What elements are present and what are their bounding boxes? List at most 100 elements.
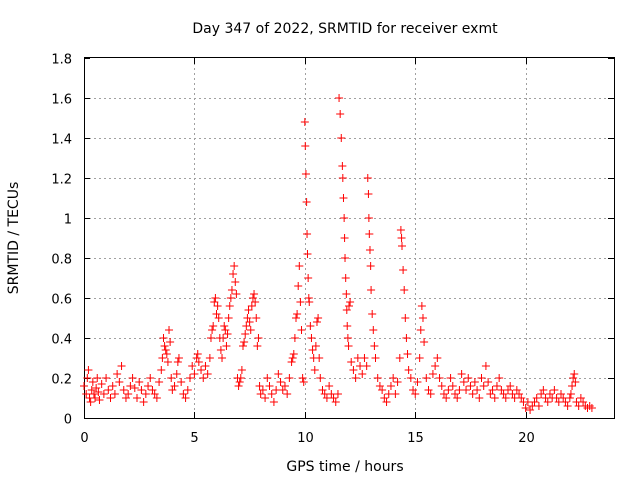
data-point: [382, 398, 391, 406]
y-tick-label: 0.6: [51, 293, 72, 308]
data-point: [230, 262, 239, 270]
data-point: [117, 362, 126, 370]
data-point: [157, 366, 166, 374]
data-point: [108, 382, 117, 390]
data-point: [292, 314, 300, 322]
data-point: [433, 354, 442, 362]
data-point: [534, 402, 543, 410]
data-point: [416, 326, 425, 334]
data-point: [479, 382, 488, 390]
data-point: [244, 306, 253, 314]
data-point: [568, 382, 577, 390]
data-point: [194, 358, 203, 366]
data-point: [172, 370, 181, 378]
data-point: [252, 314, 261, 322]
data-point: [250, 290, 259, 298]
data-point: [335, 94, 344, 102]
data-point: [338, 174, 347, 182]
data-point: [214, 314, 223, 322]
data-point: [218, 354, 227, 362]
data-point: [212, 310, 221, 318]
data-point: [293, 310, 302, 318]
data-point: [167, 374, 176, 382]
data-point: [206, 334, 215, 342]
data-point: [290, 334, 299, 342]
data-point: [93, 374, 102, 382]
data-point: [396, 226, 405, 234]
data-point: [343, 322, 352, 330]
plot-frame: [84, 57, 615, 419]
data-point: [253, 342, 262, 350]
data-point: [296, 298, 305, 306]
data-point: [113, 370, 122, 378]
data-point: [406, 374, 415, 382]
data-point: [231, 278, 240, 286]
data-point: [444, 386, 453, 394]
data-point: [130, 384, 139, 392]
data-point: [294, 282, 303, 290]
data-point: [203, 370, 212, 378]
data-point: [229, 270, 238, 278]
data-point: [424, 386, 433, 394]
x-tick-label: 10: [297, 431, 314, 446]
data-point: [261, 394, 270, 402]
data-point: [464, 374, 473, 382]
data-point: [501, 394, 510, 402]
data-point: [83, 374, 92, 382]
data-point: [499, 390, 508, 398]
data-point: [126, 382, 135, 390]
data-point: [400, 286, 409, 294]
data-point: [341, 254, 350, 262]
data-point: [165, 326, 174, 334]
data-point: [91, 394, 100, 402]
y-tick-label: 0: [64, 413, 72, 428]
data-point: [306, 322, 315, 330]
data-point: [413, 378, 422, 386]
data-point: [312, 318, 321, 326]
data-point: [209, 322, 218, 330]
data-point: [462, 386, 471, 394]
data-point: [263, 374, 272, 382]
data-point: [569, 374, 578, 382]
data-point: [571, 378, 580, 386]
data-point: [411, 390, 420, 398]
data-point: [298, 374, 307, 382]
axis-ticks: 0 0.2 0.4 0.6 0.8 1 1.2 1.4 1.6 1.8 0 5 10 15 20: [51, 53, 614, 446]
data-point: [532, 394, 541, 402]
data-point: [170, 382, 179, 390]
data-point: [299, 378, 308, 386]
data-point: [339, 194, 348, 202]
data-point: [305, 298, 314, 306]
x-tick-label: 15: [407, 431, 424, 446]
data-point: [362, 362, 371, 370]
data-point: [300, 118, 309, 126]
data-point: [226, 294, 235, 302]
data-point: [89, 390, 98, 398]
data-point: [437, 382, 446, 390]
data-point: [347, 358, 356, 366]
data-point: [168, 386, 177, 394]
data-point: [128, 374, 137, 382]
data-point: [222, 342, 231, 350]
data-point: [409, 386, 418, 394]
x-tick-label: 0: [80, 431, 88, 446]
data-point: [457, 370, 466, 378]
data-point: [470, 378, 479, 386]
data-point: [280, 382, 289, 390]
data-point: [224, 314, 233, 322]
data-point: [251, 298, 260, 306]
data-point: [216, 346, 225, 354]
data-point: [221, 326, 230, 334]
data-point: [346, 298, 355, 306]
data-point: [341, 274, 350, 282]
data-point: [545, 390, 554, 398]
x-tick-label: 5: [190, 431, 198, 446]
data-point: [303, 230, 312, 238]
data-point: [82, 390, 91, 398]
data-point: [148, 386, 157, 394]
data-point: [585, 402, 594, 410]
data-point: [267, 390, 276, 398]
data-point: [115, 378, 124, 386]
data-point: [344, 342, 353, 350]
data-point: [340, 234, 349, 242]
